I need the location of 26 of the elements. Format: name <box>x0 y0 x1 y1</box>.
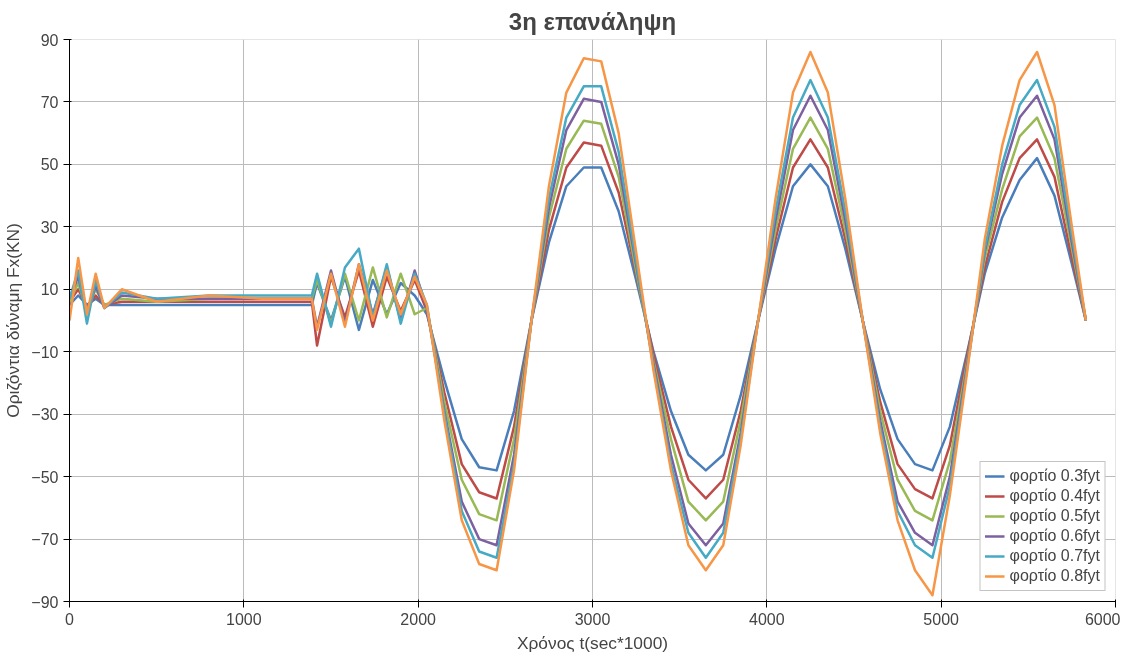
legend-label: φορτίο 0.7fyt <box>1009 547 1100 565</box>
y-tick-label: 10 <box>40 281 59 299</box>
legend-label: φορτίο 0.6fyt <box>1009 527 1100 545</box>
x-tick-label: 3000 <box>574 610 611 628</box>
x-tick-label: 6000 <box>1084 610 1121 628</box>
legend-label: φορτίο 0.4fyt <box>1009 487 1100 505</box>
y-tick-label: −90 <box>31 593 59 611</box>
legend-label: φορτίο 0.5fyt <box>1009 507 1100 525</box>
x-tick-label: 2000 <box>400 610 437 628</box>
y-tick-label: 30 <box>40 218 59 236</box>
y-tick-label: 70 <box>40 93 59 111</box>
y-tick-label: −30 <box>31 406 59 424</box>
x-axis-title: Χρόνος t(sec*1000) <box>516 632 669 653</box>
legend-label: φορτίο 0.3fyt <box>1009 467 1100 485</box>
legend-label: φορτίο 0.8fyt <box>1009 567 1100 585</box>
chart-title: 3η επανάληψη <box>508 7 677 35</box>
y-tick-label: 50 <box>40 156 59 174</box>
y-axis-title: Οριζόντια δύναμη Fx(KN) <box>3 223 24 418</box>
y-tick-label: −70 <box>31 531 59 549</box>
x-tick-label: 0 <box>65 610 75 628</box>
x-tick-label: 5000 <box>923 610 960 628</box>
y-tick-label: −10 <box>31 343 59 361</box>
x-tick-label: 4000 <box>749 610 785 628</box>
x-tick-label: 1000 <box>226 610 262 628</box>
y-tick-label: 90 <box>40 31 59 49</box>
y-tick-label: −50 <box>31 468 59 486</box>
